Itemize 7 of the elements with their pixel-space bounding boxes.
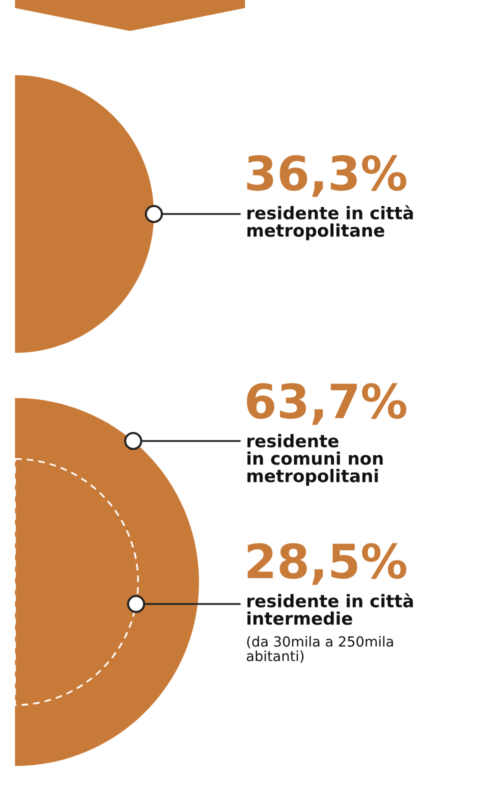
category-label: residente in città intermedie [247, 593, 413, 625]
text: (da 30mila a 250mila abitanti) [246, 636, 393, 663]
category-label: residente in comuni non metropolitani [247, 434, 383, 486]
data-label: 63,7% [246, 383, 406, 425]
category-label: residente in città metropolitane [247, 205, 413, 240]
data-label: 28,5% [248, 543, 406, 585]
data-label: 36,3% [247, 155, 406, 197]
